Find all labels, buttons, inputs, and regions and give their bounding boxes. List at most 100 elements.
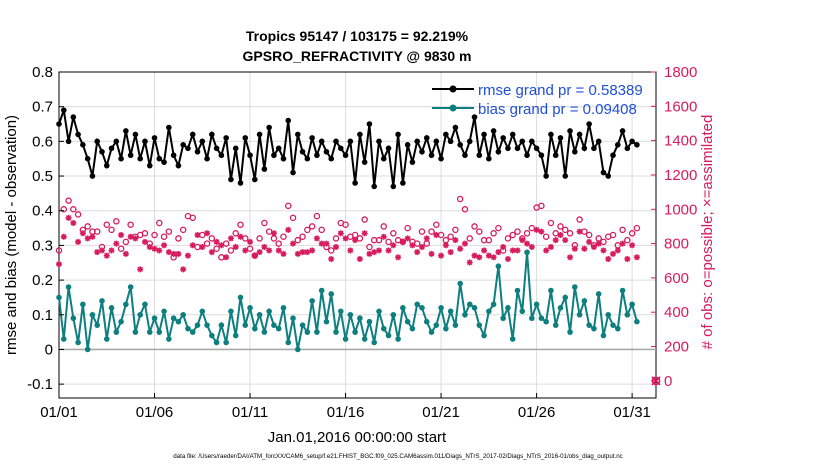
bias-point [318,287,325,294]
bias-point [223,339,229,346]
assimilated-obs-point [471,252,478,259]
assimilated-obs-point [122,250,129,257]
bias-point [567,329,573,335]
possible-obs-point [557,223,564,230]
rmse-point [614,142,621,148]
possible-obs-point [523,230,531,237]
rmse-point [295,131,301,138]
assimilated-obs-point [619,240,626,247]
rmse-point [433,138,440,145]
rmse-point [505,145,511,152]
possible-obs-point [127,221,134,228]
y-tick-label-right: 1200 [664,167,697,184]
assimilated-obs-point [113,240,120,247]
y-tick-label-right: 200 [664,339,689,356]
rmse-point [261,166,268,172]
possible-obs-point [461,206,469,213]
legend-rmse-marker [449,85,457,93]
possible-obs-point [299,233,306,240]
rmse-point [390,183,397,190]
rmse-point [137,155,143,162]
rmse-point [56,121,62,127]
bias-point [60,336,67,342]
rmse-point [189,131,196,138]
possible-obs-point [156,219,163,227]
assimilated-obs-point [567,254,574,261]
series-group [55,107,661,386]
assimilated-obs-point [204,230,211,237]
rmse-point [514,145,521,152]
bias-point [118,318,124,325]
possible-obs-point [284,202,292,210]
assimilated-obs-point [581,245,588,252]
bias-point [271,322,277,328]
rmse-point [471,114,478,120]
y-tick-label-right: 0 [664,373,672,390]
assimilated-obs-point [605,256,612,263]
possible-obs-point [203,240,211,247]
rmse-point [337,145,344,152]
assimilated-obs-point [399,238,406,245]
assimilated-obs-point [380,233,387,240]
assimilated-obs-point [385,247,392,254]
bias-point [634,318,640,325]
possible-obs-point [93,228,101,235]
bias-point [409,325,416,332]
bias-point [209,332,215,339]
possible-obs-point [428,228,435,235]
assimilated-obs-point [256,249,263,256]
possible-obs-point [60,206,68,213]
rmse-point [486,155,492,162]
bias-point [462,311,468,318]
x-tick-label: 01/06 [136,404,174,421]
assimilated-obs-point [395,254,402,261]
bias-point [500,315,506,322]
assimilated-obs-point [70,219,77,226]
assimilated-obs-point [75,238,82,245]
rmse-point [509,131,516,138]
possible-obs-point [308,223,316,230]
bias-point [376,308,382,315]
bias-point [228,308,234,315]
bias-point [529,315,535,322]
possible-obs-point [289,214,297,222]
rmse-point [538,152,545,159]
bias-point [266,308,272,315]
possible-obs-point [609,231,617,239]
bias-point [314,329,320,335]
legend-bias-label: bias grand pr = 0.09408 [478,101,637,118]
possible-obs-point [547,219,555,227]
possible-obs-point [490,230,497,237]
possible-obs-point [366,243,373,251]
possible-obs-point [275,240,282,247]
assimilated-obs-point [552,237,559,244]
bias-point [280,305,287,311]
bias-point [166,336,172,342]
bias-point [519,308,526,315]
assimilated-obs-point [509,247,516,254]
y-tick-label-left: 0.8 [32,64,53,81]
rmse-point [342,152,349,159]
possible-obs-point [576,216,583,223]
rmse-point [166,124,172,131]
rmse-point [414,138,421,145]
rmse-point [500,135,506,141]
rmse-point [524,152,530,159]
rmse-point [557,135,564,141]
bias-point [80,301,86,308]
rmse-point [376,138,382,145]
possible-obs-point [175,235,182,242]
rmse-point [75,131,81,138]
possible-obs-point [375,236,383,244]
rmse-point [151,135,158,141]
rmse-point [204,155,210,162]
rmse-point [156,155,163,162]
assimilated-obs-point [481,247,488,254]
bias-point [180,311,186,318]
bias-point [56,294,62,301]
bias-point [89,311,96,318]
bias-point [524,249,530,256]
bias-point [371,339,378,346]
possible-obs-point [151,231,158,239]
bias-point [108,305,115,311]
